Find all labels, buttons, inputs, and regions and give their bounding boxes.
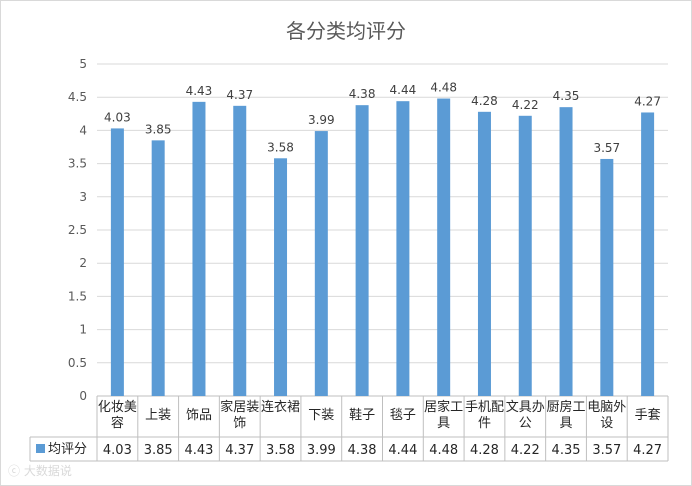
x-category-label: 饰品 (185, 408, 212, 423)
y-tick-label: 1 (79, 323, 87, 337)
bar (559, 107, 573, 396)
table-value: 4.35 (552, 443, 581, 458)
bar (396, 101, 410, 397)
bar-value-label: 4.43 (186, 84, 213, 98)
bar-value-label: 4.44 (390, 83, 417, 97)
bar-value-label: 4.03 (104, 110, 131, 124)
bar (192, 101, 206, 397)
bar-value-label: 3.57 (593, 141, 620, 155)
x-category-label: 鞋子 (349, 408, 376, 423)
x-category-label: 毯子 (389, 408, 416, 423)
y-tick-label: 2 (79, 256, 87, 270)
table-value: 4.37 (225, 443, 254, 458)
x-category-label: 家居装饰 (220, 400, 260, 431)
x-category-label: 电脑外设 (587, 400, 627, 431)
bar-value-label: 4.22 (512, 98, 539, 112)
bar (518, 115, 532, 397)
table-value: 4.38 (348, 443, 377, 458)
bar-value-label: 4.27 (634, 94, 661, 108)
bar-value-label: 4.37 (226, 88, 253, 102)
bar-value-label: 4.38 (349, 87, 376, 101)
bar (110, 128, 124, 396)
y-tick-label: 4.5 (68, 90, 87, 104)
y-tick-label: 0.5 (68, 356, 87, 370)
table-value: 4.03 (103, 443, 132, 458)
bar-value-label: 3.58 (267, 140, 294, 154)
table-value: 3.58 (266, 443, 295, 458)
x-category-label: 居家工具 (424, 400, 464, 431)
table-value: 4.44 (388, 443, 417, 458)
x-category-label: 上装 (145, 408, 172, 423)
y-tick-label: 5 (79, 57, 87, 71)
chart-title: 各分类均评分 (286, 19, 406, 43)
table-value: 4.43 (184, 443, 213, 458)
bar (151, 140, 165, 396)
bar (355, 105, 369, 396)
table-value: 4.27 (633, 443, 662, 458)
y-tick-label: 1.5 (68, 289, 87, 303)
watermark: ⓒ 大数据说 (8, 464, 72, 478)
table-value: 3.57 (592, 443, 621, 458)
y-tick-label: 0 (79, 389, 87, 403)
bar (314, 131, 328, 396)
bar (437, 98, 451, 396)
bar-value-label: 4.28 (471, 94, 498, 108)
bar (233, 105, 247, 396)
bar (641, 112, 655, 397)
legend-series-name: 均评分 (48, 442, 87, 457)
table-value: 4.48 (429, 443, 458, 458)
bar-value-label: 3.85 (145, 122, 172, 136)
table-value: 4.22 (511, 443, 540, 458)
x-category-label: 手套 (634, 408, 661, 423)
x-category-label: 手机配件 (464, 400, 504, 431)
x-category-label: 文具办公 (505, 400, 545, 431)
bar-value-label: 4.35 (553, 89, 580, 103)
table-value: 3.85 (144, 443, 173, 458)
y-tick-label: 4 (79, 123, 87, 137)
table-value: 3.99 (307, 443, 336, 458)
x-category-label: 连衣裙 (261, 400, 301, 415)
y-tick-label: 2.5 (68, 223, 87, 237)
y-tick-label: 3.5 (68, 157, 87, 171)
legend-swatch (36, 444, 45, 453)
bar-value-label: 3.99 (308, 113, 335, 127)
x-category-label: 厨房工具 (546, 400, 586, 431)
bar (274, 158, 288, 396)
x-category-label: 下装 (308, 408, 335, 423)
x-category-label: 化妆美容 (97, 400, 137, 431)
bar (477, 111, 491, 397)
table-value: 4.28 (470, 443, 499, 458)
bar-value-label: 4.48 (430, 81, 457, 95)
y-tick-label: 3 (79, 190, 87, 204)
bar (600, 158, 614, 396)
